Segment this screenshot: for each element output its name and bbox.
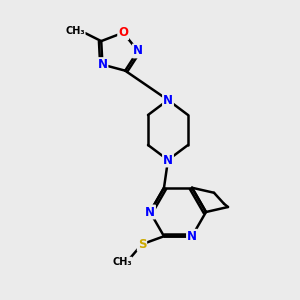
Text: N: N [163, 154, 173, 166]
Text: CH₃: CH₃ [65, 26, 85, 36]
Text: N: N [133, 44, 143, 58]
Text: N: N [163, 94, 173, 106]
Text: N: N [145, 206, 155, 218]
Text: S: S [138, 238, 146, 251]
Text: O: O [118, 26, 128, 39]
Text: N: N [187, 230, 197, 243]
Text: CH₃: CH₃ [112, 257, 132, 267]
Text: N: N [98, 58, 107, 71]
